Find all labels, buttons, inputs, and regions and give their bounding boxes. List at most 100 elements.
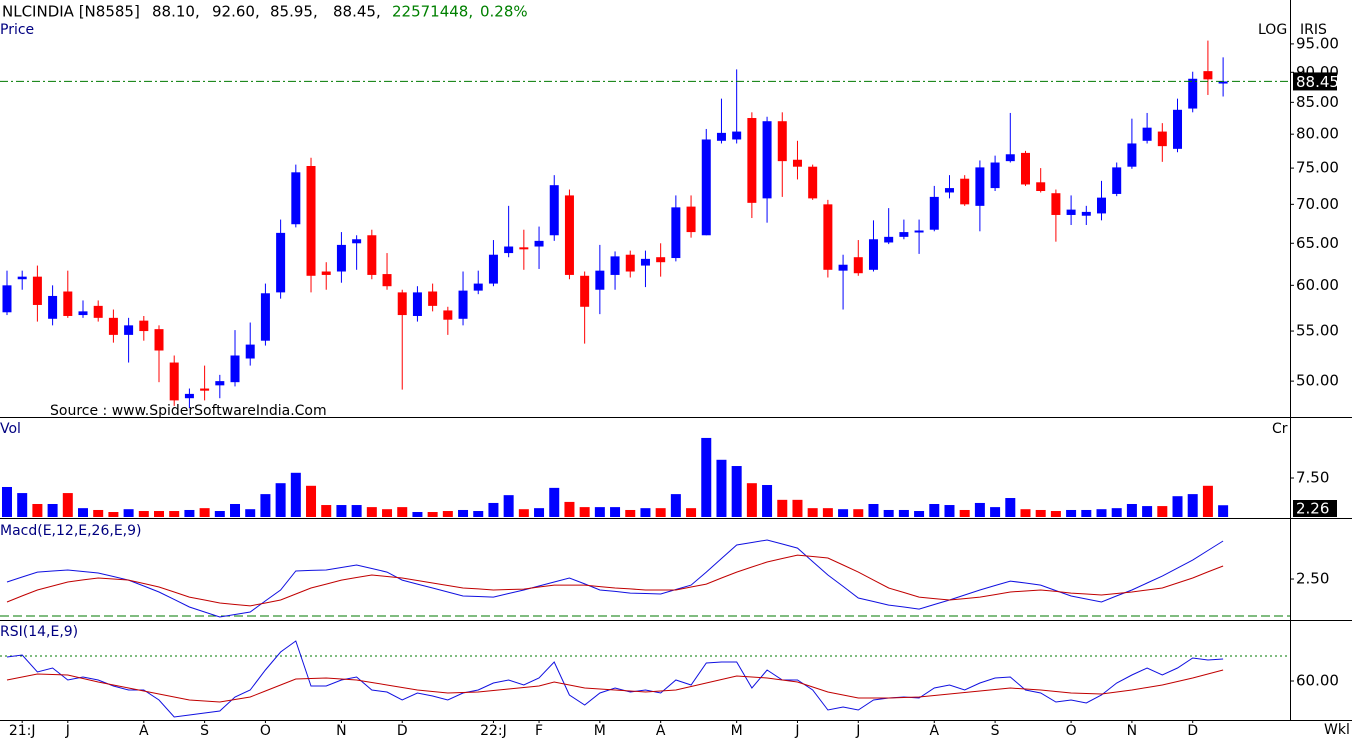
candle-body — [808, 166, 818, 199]
volume-bar — [1081, 509, 1092, 517]
volume-bar — [579, 507, 590, 517]
x-tick-label: N — [1127, 723, 1137, 739]
volume-bar — [275, 483, 286, 517]
volume-bar — [1172, 496, 1183, 517]
candle-body — [884, 236, 894, 243]
indicator-line — [6, 539, 1224, 618]
candle-body — [899, 232, 909, 237]
candle-body — [139, 320, 149, 332]
candle-body — [108, 317, 118, 335]
volume-bar — [594, 507, 605, 517]
volume-bar — [93, 509, 104, 517]
candle-body — [853, 257, 863, 274]
x-tick-label: D — [1187, 723, 1198, 739]
volume-bar — [686, 508, 697, 517]
candle-body — [792, 159, 802, 167]
x-tick-label: M — [594, 723, 606, 739]
x-tick-label: O — [260, 723, 271, 739]
candle-body — [1097, 197, 1107, 214]
volume-bar — [1035, 509, 1046, 517]
last-volume-box — [1293, 500, 1337, 517]
volume-bar — [1096, 509, 1107, 517]
candle-body — [124, 325, 134, 335]
y-tick-label: 60.00 — [1296, 672, 1339, 690]
volume-bar — [260, 494, 271, 517]
volume-bar — [138, 511, 149, 517]
scale-label: LOG — [1258, 22, 1287, 38]
candle-body — [1127, 143, 1137, 167]
volume-bar — [1111, 508, 1122, 517]
volume-bar — [792, 499, 803, 517]
candle-body — [367, 235, 377, 275]
candle-body — [914, 230, 924, 233]
volume-bar — [199, 508, 210, 517]
candle-body — [473, 283, 483, 291]
candle-body — [823, 204, 833, 270]
volume-bar — [898, 509, 909, 517]
volume-bar — [549, 487, 560, 517]
candle-body — [1066, 209, 1076, 215]
volume-bar — [868, 503, 879, 517]
volume-bar — [458, 509, 469, 517]
volume-bar — [47, 503, 58, 517]
candle-body — [1081, 211, 1091, 216]
volume-bar — [412, 512, 423, 517]
candle-body — [549, 185, 559, 236]
volume-bar — [974, 502, 985, 517]
volume-bar — [169, 511, 180, 517]
candle-body — [63, 291, 73, 316]
volume-bar — [929, 503, 940, 517]
volume-bar — [17, 493, 28, 517]
volume-bar — [518, 509, 529, 517]
y-tick-label: 70.00 — [1296, 195, 1339, 213]
volume-bar — [62, 493, 73, 517]
candle-body — [564, 195, 574, 275]
y-tick-label: 95.00 — [1296, 34, 1339, 52]
panel-title: Macd(E,12,E,26,E,9) — [0, 523, 142, 539]
volume-bar — [625, 509, 636, 517]
volume-bar — [1066, 509, 1077, 517]
volume-bar — [32, 503, 43, 517]
volume-bar — [230, 503, 241, 517]
candle-body — [215, 381, 225, 386]
candle-body — [610, 256, 620, 275]
y-tick-label: 80.00 — [1296, 125, 1339, 143]
brand: IRIS — [1300, 22, 1327, 38]
frame — [0, 0, 1352, 721]
indicator-line — [6, 554, 1224, 607]
indicator-line — [6, 669, 1224, 703]
volume-bar — [1187, 494, 1198, 517]
volume-bar — [1005, 498, 1016, 517]
candle-body — [944, 188, 954, 193]
candle-body — [1157, 131, 1167, 147]
candle-body — [504, 246, 514, 254]
volume-bar — [1126, 503, 1137, 517]
x-tick-label: F — [535, 723, 543, 739]
candle-body — [960, 178, 970, 205]
x-tick-label: A — [929, 723, 939, 739]
y-tick-label: 55.00 — [1296, 322, 1339, 340]
candle-body — [1020, 152, 1030, 185]
volume-bar — [488, 502, 499, 517]
x-tick-label: D — [397, 723, 408, 739]
candle-body — [671, 207, 681, 259]
y-tick-label: 7.50 — [1296, 468, 1329, 486]
y-tick-label: 65.00 — [1296, 234, 1339, 252]
candle-body — [640, 258, 650, 266]
candle-body — [747, 118, 757, 203]
candle-body — [929, 196, 939, 230]
volume-bar — [336, 505, 347, 517]
volume-bar — [822, 508, 833, 517]
volume-bar — [655, 508, 666, 517]
candle-body — [519, 247, 529, 250]
candle-body — [777, 121, 787, 162]
candle-body — [762, 121, 772, 199]
volume-bar — [1218, 505, 1229, 517]
y-tick-label: 2.50 — [1296, 570, 1329, 588]
candle-body — [276, 232, 286, 293]
candle-body — [686, 206, 696, 233]
candle-body — [154, 329, 164, 351]
volume-bar — [214, 511, 225, 517]
candle-body — [443, 310, 453, 320]
